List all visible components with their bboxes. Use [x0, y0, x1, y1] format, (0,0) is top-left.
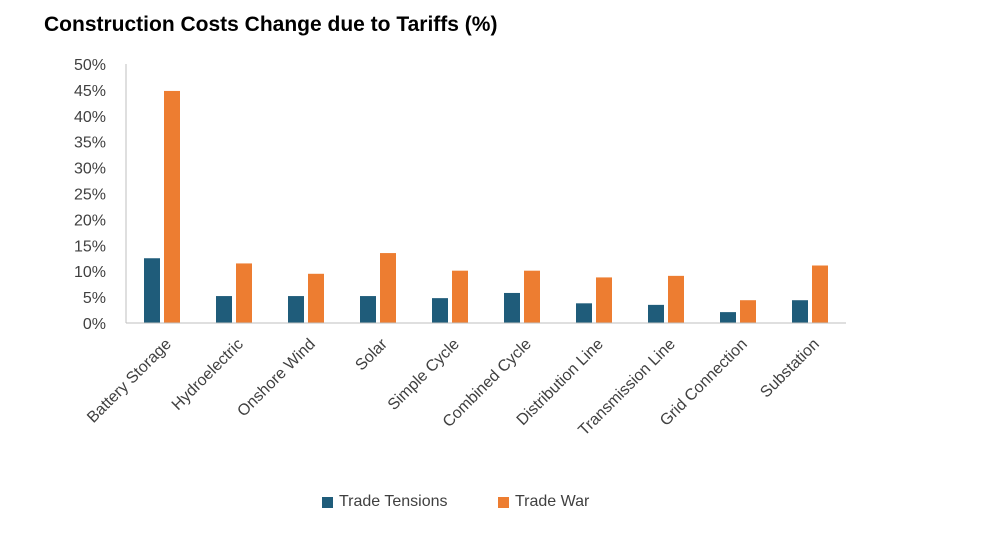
legend-label: Trade War [515, 493, 590, 510]
bar-trade-war-simple-cycle [452, 270, 468, 323]
bar-trade-war-onshore-wind [308, 273, 324, 323]
bar-trade-war-distribution-line [596, 277, 612, 323]
legend-swatch [322, 496, 333, 508]
bar-trade-tensions-grid-connection [720, 312, 736, 323]
bar-trade-tensions-combined-cycle [504, 292, 520, 323]
legend-swatch [498, 496, 509, 508]
bar-trade-tensions-distribution-line [576, 303, 592, 323]
y-tick-label: 25% [74, 187, 106, 204]
x-category-label: Solar [352, 335, 391, 374]
x-category-label: Battery Storage [84, 336, 175, 427]
x-category-label: Onshore Wind [234, 336, 318, 420]
legend: Trade Tensions Trade War [0, 490, 1005, 514]
y-axis-tick-labels: 0% 5% 10% 15% 20% 25% 30% 35% 40% 45% 50% [74, 57, 106, 333]
y-tick-label: 0% [83, 316, 106, 333]
bar-chart: 0% 5% 10% 15% 20% 25% 30% 35% 40% 45% 50% Battery … [74, 57, 846, 439]
bar-trade-tensions-battery-storage [144, 258, 160, 323]
y-tick-label: 5% [83, 290, 106, 307]
bar-trade-war-substation [812, 265, 828, 323]
y-tick-label: 10% [74, 264, 106, 281]
bar-trade-tensions-substation [792, 300, 808, 323]
bar-trade-tensions-simple-cycle [432, 298, 448, 323]
bar-trade-tensions-onshore-wind [288, 296, 304, 323]
chart-title: Construction Costs Change due to Tariffs… [44, 13, 498, 36]
y-tick-label: 50% [74, 57, 106, 74]
y-tick-label: 15% [74, 238, 106, 255]
bar-trade-tensions-hydroelectric [216, 296, 232, 323]
y-tick-label: 45% [74, 83, 106, 100]
y-tick-label: 30% [74, 161, 106, 178]
y-tick-label: 35% [74, 135, 106, 152]
bar-trade-war-grid-connection [740, 300, 756, 323]
bar-trade-war-transmission-line [668, 275, 684, 323]
y-tick-label: 40% [74, 109, 106, 126]
bar-trade-tensions-transmission-line [648, 304, 664, 323]
legend-item-trade-tensions: Trade Tensions [322, 490, 448, 514]
bar-trade-tensions-solar [360, 296, 376, 323]
bar-trade-war-combined-cycle [524, 270, 540, 323]
bar-trade-war-hydroelectric [236, 263, 252, 323]
bar-trade-war-battery-storage [164, 90, 180, 323]
y-tick-label: 20% [74, 212, 106, 229]
x-category-label: Simple Cycle [385, 336, 463, 414]
legend-label: Trade Tensions [339, 493, 448, 510]
x-category-label: Substation [757, 336, 822, 401]
bars [144, 90, 828, 323]
x-category-label: Hydroelectric [169, 336, 247, 414]
bar-trade-war-solar [380, 253, 396, 323]
legend-item-trade-war: Trade War [498, 490, 589, 514]
